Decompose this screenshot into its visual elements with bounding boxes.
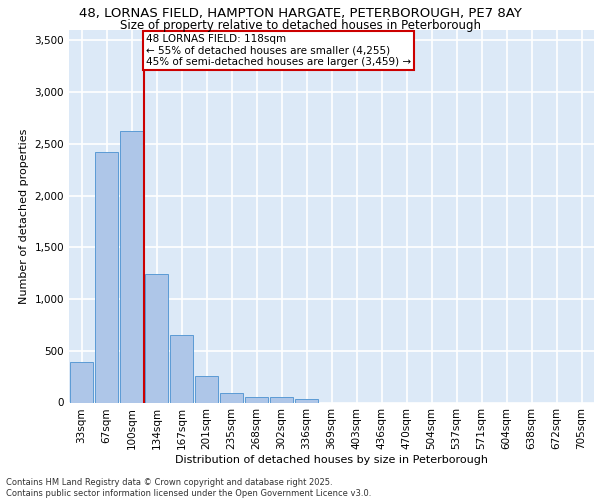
Bar: [245, 397, 268, 402]
Bar: [145, 274, 168, 402]
Y-axis label: Number of detached properties: Number of detached properties: [19, 128, 29, 304]
Bar: [170, 335, 193, 402]
X-axis label: Distribution of detached houses by size in Peterborough: Distribution of detached houses by size …: [175, 455, 488, 465]
Text: Size of property relative to detached houses in Peterborough: Size of property relative to detached ho…: [119, 19, 481, 32]
Bar: [270, 398, 293, 402]
Bar: [95, 152, 118, 403]
Bar: [195, 376, 218, 402]
Bar: [120, 132, 143, 402]
Text: Contains HM Land Registry data © Crown copyright and database right 2025.
Contai: Contains HM Land Registry data © Crown c…: [6, 478, 371, 498]
Text: 48, LORNAS FIELD, HAMPTON HARGATE, PETERBOROUGH, PE7 8AY: 48, LORNAS FIELD, HAMPTON HARGATE, PETER…: [79, 8, 521, 20]
Bar: [220, 393, 243, 402]
Text: 48 LORNAS FIELD: 118sqm
← 55% of detached houses are smaller (4,255)
45% of semi: 48 LORNAS FIELD: 118sqm ← 55% of detache…: [146, 34, 411, 68]
Bar: [70, 362, 93, 403]
Bar: [295, 399, 318, 402]
